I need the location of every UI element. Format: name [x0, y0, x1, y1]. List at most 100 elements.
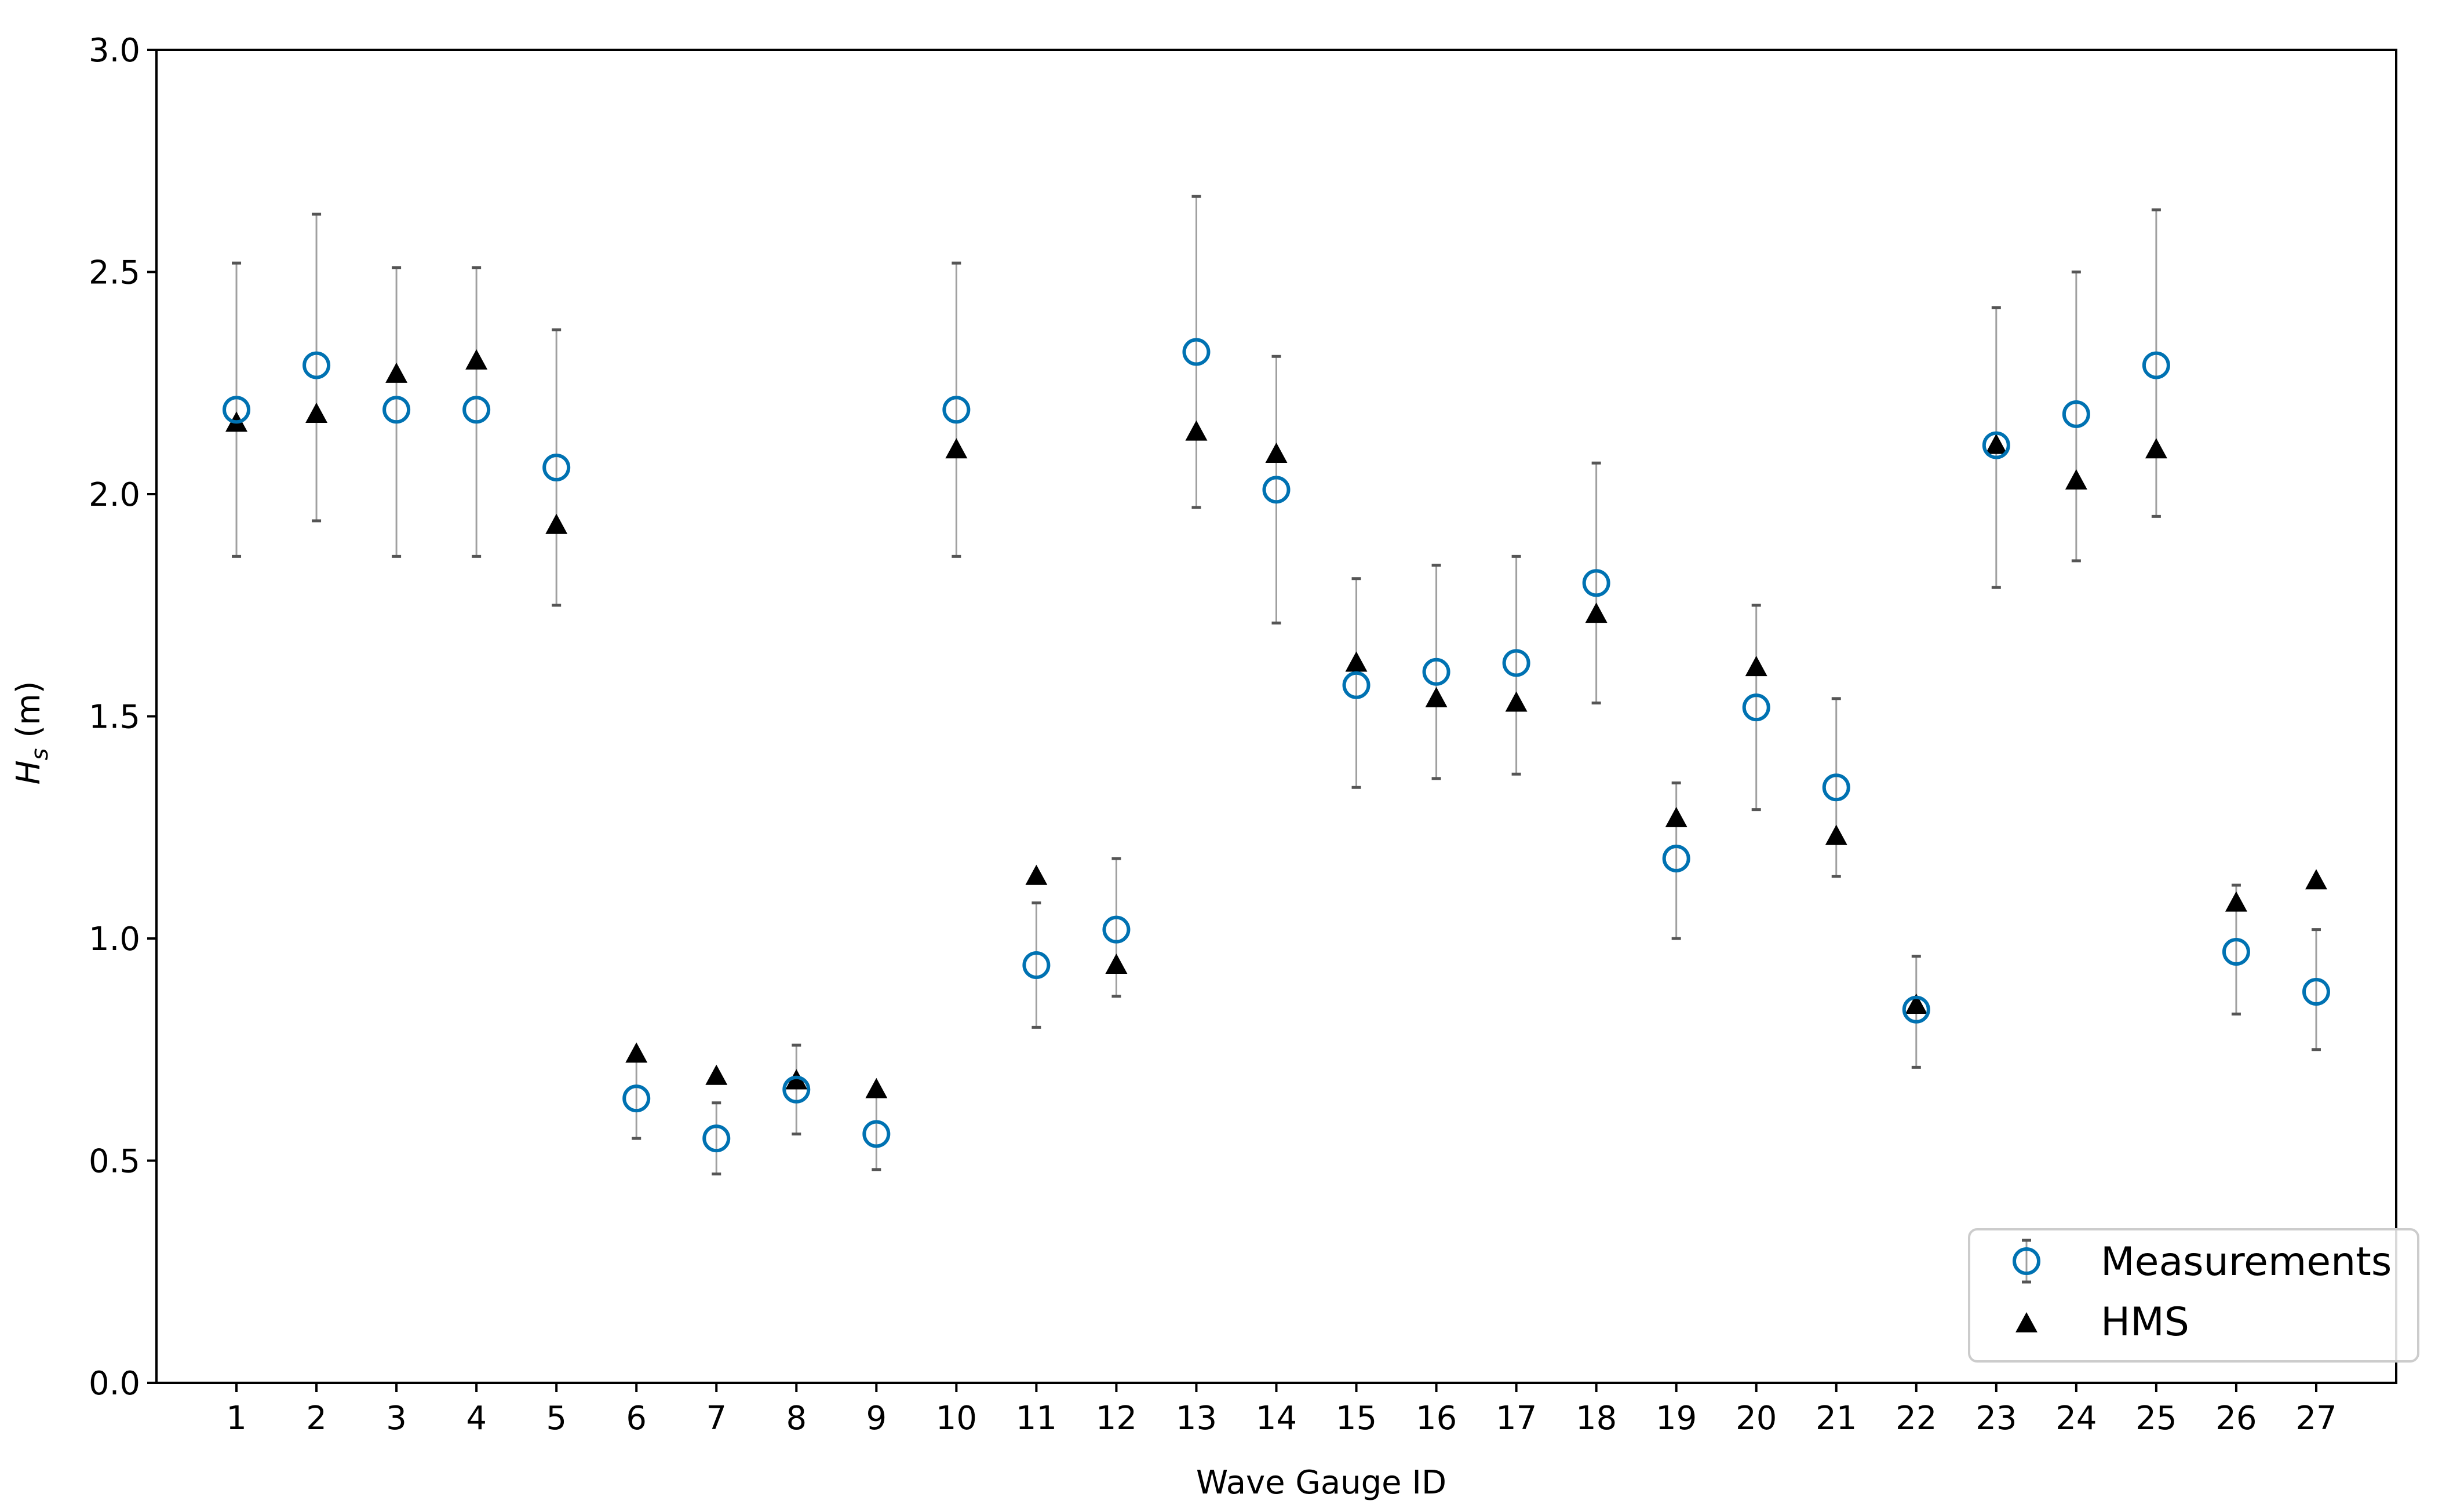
hms-point-7 — [705, 1064, 728, 1085]
measurement-point-20 — [1742, 693, 1770, 722]
measurement-point-16 — [1422, 658, 1450, 686]
x-tick-label: 15 — [1336, 1400, 1377, 1437]
measurement-point-2 — [302, 351, 331, 379]
error-bar-11 — [1032, 901, 1041, 1029]
hms-point-14 — [1265, 442, 1288, 463]
error-bar-16 — [1431, 564, 1441, 780]
x-tick-label: 5 — [546, 1400, 567, 1437]
y-axis-label-unit: (m) — [10, 681, 48, 737]
error-bar-18 — [1591, 461, 1601, 704]
measurement-point-24 — [2062, 400, 2090, 428]
y-axis-label: Hs (m) — [10, 681, 53, 784]
x-axis-label: Wave Gauge ID — [1196, 1464, 1446, 1502]
hms-point-8 — [785, 1069, 808, 1090]
legend-label-measurements: Measurements — [2101, 1239, 2392, 1285]
measurement-point-22 — [1902, 995, 1930, 1024]
measurement-point-25 — [2142, 351, 2170, 379]
legend-circle — [2013, 1247, 2040, 1275]
hms-point-13 — [1185, 420, 1208, 441]
x-tick-label: 7 — [706, 1400, 727, 1437]
hms-point-27 — [2305, 869, 2327, 890]
hms-point-25 — [2145, 438, 2167, 459]
x-tick-label: 3 — [386, 1400, 407, 1437]
error-bar-10 — [952, 261, 961, 558]
error-bar-8 — [792, 1043, 801, 1135]
measurement-point-8 — [782, 1075, 811, 1104]
hms-point-15 — [1345, 651, 1368, 672]
error-bar-1 — [232, 261, 242, 558]
measurement-point-7 — [702, 1124, 731, 1153]
legend: Measurements HMS — [1968, 1228, 2419, 1363]
plot-area — [223, 195, 2330, 1176]
measurement-point-4 — [462, 396, 491, 424]
hms-point-6 — [625, 1042, 648, 1063]
x-tick-label: 18 — [1576, 1400, 1617, 1437]
legend-markers — [2013, 1239, 2040, 1332]
measurement-point-6 — [622, 1084, 651, 1113]
y-tick-label: 0.0 — [89, 1365, 140, 1403]
legend-label-hms: HMS — [2101, 1299, 2189, 1345]
x-tick-label: 9 — [866, 1400, 887, 1437]
error-bar-2 — [312, 213, 322, 523]
measurement-point-12 — [1102, 915, 1131, 944]
x-tick-label: 14 — [1256, 1400, 1297, 1437]
measurement-point-19 — [1662, 844, 1690, 872]
x-tick-label: 27 — [2295, 1400, 2337, 1437]
x-tick-label: 8 — [786, 1400, 807, 1437]
measurement-point-13 — [1182, 338, 1211, 366]
y-tick-label: 0.5 — [89, 1143, 140, 1181]
x-tick-label: 16 — [1416, 1400, 1457, 1437]
hms-point-5 — [545, 513, 568, 534]
x-tick-label: 2 — [306, 1400, 327, 1437]
hms-point-9 — [865, 1078, 888, 1098]
x-tick-label: 4 — [466, 1400, 487, 1437]
hms-point-21 — [1825, 824, 1847, 845]
hms-point-11 — [1025, 864, 1048, 885]
measurement-point-18 — [1582, 569, 1610, 597]
measurement-point-5 — [542, 453, 571, 481]
x-tick-label: 24 — [2055, 1400, 2097, 1437]
measurement-point-14 — [1262, 476, 1291, 504]
legend-marker-hms — [2015, 1312, 2038, 1332]
hms-point-12 — [1105, 954, 1128, 974]
x-tick-label: 10 — [936, 1400, 977, 1437]
error-bar-27 — [2311, 928, 2321, 1051]
hms-point-22 — [1905, 994, 1927, 1014]
x-tick-label: 20 — [1736, 1400, 1777, 1437]
error-bar-15 — [1351, 577, 1361, 789]
y-tick-label: 1.5 — [89, 699, 140, 736]
hms-point-3 — [385, 362, 408, 383]
x-tick-label: 22 — [1896, 1400, 1937, 1437]
x-tick-label: 1 — [226, 1400, 247, 1437]
error-bar-20 — [1751, 604, 1761, 812]
error-bar-13 — [1191, 195, 1201, 509]
hms-point-10 — [945, 438, 968, 459]
y-tick-label: 3.0 — [89, 32, 140, 70]
measurement-point-9 — [862, 1120, 891, 1148]
x-tick-label: 23 — [1975, 1400, 2017, 1437]
error-bar-21 — [1831, 697, 1841, 878]
hms-point-4 — [465, 349, 488, 370]
x-tick-label: 13 — [1176, 1400, 1217, 1437]
error-bar-3 — [392, 266, 402, 558]
hms-point-16 — [1425, 686, 1448, 707]
measurement-point-17 — [1502, 649, 1530, 677]
x-tick-label: 11 — [1016, 1400, 1057, 1437]
x-tick-label: 6 — [626, 1400, 647, 1437]
measurement-point-15 — [1342, 671, 1371, 699]
hms-point-23 — [1985, 433, 2007, 454]
measurement-point-11 — [1022, 951, 1051, 980]
error-bar-4 — [472, 266, 482, 558]
legend-frame — [1968, 1228, 2419, 1363]
measurement-point-1 — [223, 396, 251, 424]
x-tick-label: 26 — [2215, 1400, 2257, 1437]
measurement-point-26 — [2222, 938, 2250, 966]
error-bar-14 — [1271, 355, 1281, 624]
y-axis-label-subscript: s — [27, 748, 53, 761]
error-bar-7 — [712, 1101, 721, 1176]
x-tick-label: 12 — [1096, 1400, 1137, 1437]
y-axis-label-symbol: H — [10, 760, 48, 784]
measurement-point-10 — [942, 396, 971, 424]
hms-point-26 — [2225, 891, 2247, 912]
